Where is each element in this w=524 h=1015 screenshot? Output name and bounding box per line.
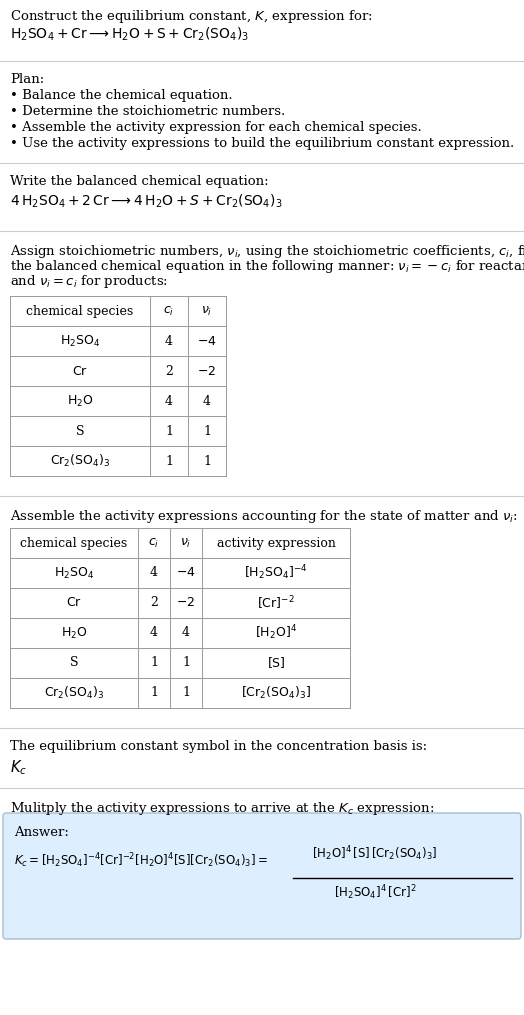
Text: $\nu_i$: $\nu_i$ <box>180 537 192 549</box>
Text: $\mathrm{H_2O}$: $\mathrm{H_2O}$ <box>67 394 93 409</box>
Text: $[\mathrm{Cr_2(SO_4)_3}]$: $[\mathrm{Cr_2(SO_4)_3}]$ <box>241 685 311 701</box>
Text: $\mathrm{H_2SO_4 + Cr \longrightarrow H_2O + S + Cr_2(SO_4)_3}$: $\mathrm{H_2SO_4 + Cr \longrightarrow H_… <box>10 26 249 44</box>
Text: $\mathrm{Cr}$: $\mathrm{Cr}$ <box>66 597 82 609</box>
Text: 1: 1 <box>203 455 211 468</box>
Text: 1: 1 <box>182 657 190 670</box>
Text: $c_i$: $c_i$ <box>148 537 160 549</box>
Text: 1: 1 <box>182 686 190 699</box>
Text: 1: 1 <box>165 455 173 468</box>
Text: 2: 2 <box>150 597 158 609</box>
Text: $-4$: $-4$ <box>197 335 217 347</box>
Text: 4: 4 <box>150 566 158 580</box>
Text: $[\mathrm{H_2O}]^{4}$: $[\mathrm{H_2O}]^{4}$ <box>255 623 297 642</box>
Text: and $\nu_i = c_i$ for products:: and $\nu_i = c_i$ for products: <box>10 273 168 290</box>
Text: • Use the activity expressions to build the equilibrium constant expression.: • Use the activity expressions to build … <box>10 137 514 150</box>
Text: chemical species: chemical species <box>20 537 128 549</box>
Text: • Determine the stoichiometric numbers.: • Determine the stoichiometric numbers. <box>10 105 285 118</box>
Text: 4: 4 <box>165 335 173 347</box>
Text: Assign stoichiometric numbers, $\nu_i$, using the stoichiometric coefficients, $: Assign stoichiometric numbers, $\nu_i$, … <box>10 243 524 260</box>
Text: 4: 4 <box>182 626 190 639</box>
Text: $K_c = [\mathrm{H_2SO_4}]^{-4}[\mathrm{Cr}]^{-2}[\mathrm{H_2O}]^4[\mathrm{S}][\m: $K_c = [\mathrm{H_2SO_4}]^{-4}[\mathrm{C… <box>14 851 268 870</box>
Text: $-2$: $-2$ <box>198 364 216 378</box>
Text: activity expression: activity expression <box>216 537 335 549</box>
Text: • Balance the chemical equation.: • Balance the chemical equation. <box>10 89 233 102</box>
Text: $[\mathrm{H_2O}]^4\,[\mathrm{S}]\,[\mathrm{Cr_2(SO_4)_3}]$: $[\mathrm{H_2O}]^4\,[\mathrm{S}]\,[\math… <box>312 844 438 863</box>
Text: $\nu_i$: $\nu_i$ <box>201 304 213 318</box>
Text: $\mathrm{Cr}$: $\mathrm{Cr}$ <box>72 364 88 378</box>
Text: Assemble the activity expressions accounting for the state of matter and $\nu_i$: Assemble the activity expressions accoun… <box>10 508 518 525</box>
Text: $4\,\mathrm{H_2SO_4} + 2\,\mathrm{Cr} \longrightarrow 4\,\mathrm{H_2O} + S + \ma: $4\,\mathrm{H_2SO_4} + 2\,\mathrm{Cr} \l… <box>10 193 282 210</box>
Text: $\mathrm{H_2SO_4}$: $\mathrm{H_2SO_4}$ <box>60 334 100 348</box>
Text: S: S <box>70 657 78 670</box>
Text: $\mathrm{H_2SO_4}$: $\mathrm{H_2SO_4}$ <box>54 565 94 581</box>
Text: Answer:: Answer: <box>14 826 69 839</box>
Text: Construct the equilibrium constant, $K$, expression for:: Construct the equilibrium constant, $K$,… <box>10 8 373 25</box>
Text: $[\mathrm{H_2SO_4}]^4\,[\mathrm{Cr}]^2$: $[\mathrm{H_2SO_4}]^4\,[\mathrm{Cr}]^2$ <box>334 883 416 901</box>
Text: Plan:: Plan: <box>10 73 44 86</box>
Text: 4: 4 <box>203 395 211 407</box>
Text: $[\mathrm{Cr}]^{-2}$: $[\mathrm{Cr}]^{-2}$ <box>257 594 295 612</box>
Text: chemical species: chemical species <box>26 304 134 318</box>
Text: S: S <box>76 424 84 437</box>
Text: $c_i$: $c_i$ <box>163 304 174 318</box>
Text: • Assemble the activity expression for each chemical species.: • Assemble the activity expression for e… <box>10 121 422 134</box>
Text: Write the balanced chemical equation:: Write the balanced chemical equation: <box>10 175 269 188</box>
Text: $[\mathrm{S}]$: $[\mathrm{S}]$ <box>267 656 285 671</box>
Text: 2: 2 <box>165 364 173 378</box>
Text: 1: 1 <box>203 424 211 437</box>
Text: 4: 4 <box>165 395 173 407</box>
Text: 4: 4 <box>150 626 158 639</box>
Text: the balanced chemical equation in the following manner: $\nu_i = -c_i$ for react: the balanced chemical equation in the fo… <box>10 258 524 275</box>
Text: The equilibrium constant symbol in the concentration basis is:: The equilibrium constant symbol in the c… <box>10 740 427 753</box>
Text: 1: 1 <box>150 657 158 670</box>
Text: Mulitply the activity expressions to arrive at the $K_c$ expression:: Mulitply the activity expressions to arr… <box>10 800 434 817</box>
Text: 1: 1 <box>150 686 158 699</box>
FancyBboxPatch shape <box>3 813 521 939</box>
Text: $-2$: $-2$ <box>177 597 195 609</box>
Text: $\mathrm{H_2O}$: $\mathrm{H_2O}$ <box>61 625 88 640</box>
Text: $K_c$: $K_c$ <box>10 758 27 776</box>
Text: $-4$: $-4$ <box>176 566 196 580</box>
Text: 1: 1 <box>165 424 173 437</box>
Text: $[\mathrm{H_2SO_4}]^{-4}$: $[\mathrm{H_2SO_4}]^{-4}$ <box>244 563 308 583</box>
Text: $\mathrm{Cr_2(SO_4)_3}$: $\mathrm{Cr_2(SO_4)_3}$ <box>50 453 110 469</box>
Text: $\mathrm{Cr_2(SO_4)_3}$: $\mathrm{Cr_2(SO_4)_3}$ <box>44 685 104 701</box>
